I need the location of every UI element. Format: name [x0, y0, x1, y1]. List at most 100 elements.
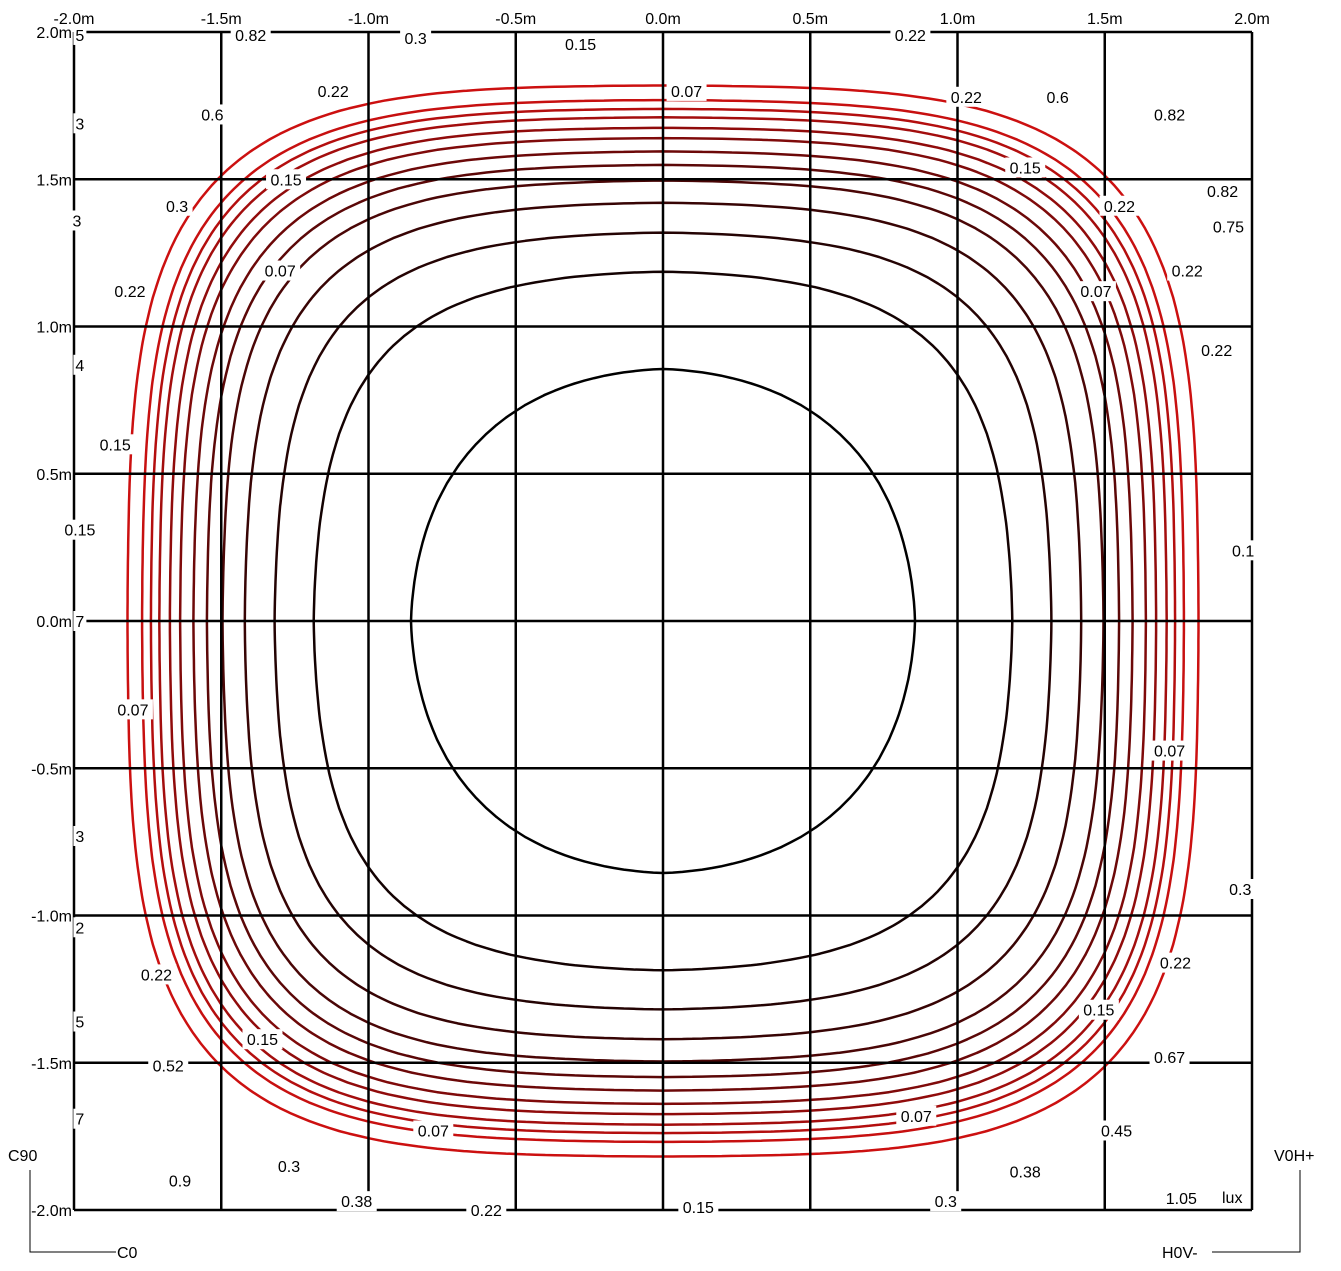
contour-label-text: 0.15 — [1010, 160, 1041, 177]
contour-value-label: 0.07 — [413, 1120, 454, 1141]
contour-value-label: 0.22 — [313, 80, 354, 101]
contour-value-label: 0.07 — [1075, 281, 1116, 302]
contour-label-background — [1149, 740, 1190, 761]
contour-label-text: 0.15 — [683, 1200, 714, 1217]
contour-label-text: 0.15 — [100, 437, 131, 454]
contour-value-label: 0.75 — [1208, 216, 1249, 237]
contour-label-background — [946, 86, 987, 107]
contour-label-background — [73, 825, 87, 846]
contour-label-background — [466, 1200, 507, 1220]
contour-value-label: 0.45 — [1096, 1120, 1137, 1141]
contour-label-text: 0.07 — [1154, 744, 1185, 761]
contour-label-background — [73, 611, 87, 631]
bottom-right-label: H0V- — [1162, 1245, 1198, 1262]
contour-label-text: 0.22 — [1201, 343, 1232, 360]
contour-label-text: 0.3 — [166, 199, 188, 216]
contour-label-text: 0.6 — [201, 107, 223, 124]
x-tick-label: -0.5m — [495, 11, 536, 28]
contour-label-text: 0.15 — [270, 172, 301, 189]
contour-label-text: 0.3 — [935, 1194, 957, 1211]
bottom-axis-label: C0 — [117, 1245, 138, 1262]
contour-label-text: 0.22 — [1160, 956, 1191, 973]
contour-label-text: 0.07 — [117, 702, 148, 719]
contour-value-label: 0.15 — [1005, 157, 1046, 178]
contour-label-background — [678, 1197, 719, 1218]
contour-value-label: 0.15 — [59, 519, 100, 540]
contour-label-background — [1005, 157, 1046, 178]
contour-value-label: 0.15 — [560, 33, 601, 54]
y-tick-label: -2.0m — [31, 1203, 72, 1220]
contour-label-background — [1227, 540, 1259, 561]
left-axis-indicator-line — [29, 1170, 116, 1253]
contour-label-text: 0.3 — [1229, 882, 1251, 899]
contour-label-text: 0.67 — [1154, 1050, 1185, 1067]
y-tick-label: 1.0m — [36, 320, 72, 337]
contour-value-label: 2 — [73, 917, 87, 938]
contour-label-text: 0.82 — [235, 28, 266, 45]
contour-label-background — [400, 27, 432, 48]
contour-label-background — [890, 24, 931, 45]
contour-value-label: 0.15 — [242, 1029, 283, 1050]
contour-label-text: 5 — [75, 28, 84, 45]
contour-value-label: 0.52 — [148, 1055, 189, 1076]
contour-label-background — [1202, 181, 1243, 202]
x-tick-label: 1.0m — [940, 11, 976, 28]
right-axis-label: V0H+ — [1274, 1148, 1314, 1165]
contour-label-text: 7 — [75, 614, 84, 631]
contour-value-label: 0.82 — [1149, 104, 1190, 125]
contour-label-text: 0.22 — [114, 284, 145, 301]
contour-label-background — [896, 1105, 937, 1126]
contour-label-text: 0.22 — [1104, 199, 1135, 216]
contour-value-label: 0.6 — [1042, 86, 1074, 107]
contour-line-0_07 — [409, 367, 917, 875]
contour-line-0_15 — [312, 270, 1014, 972]
contour-label-background — [73, 917, 87, 938]
contour-label-background — [73, 1011, 87, 1032]
contour-label-background — [336, 1191, 377, 1212]
contour-label-background — [164, 1170, 196, 1191]
contour-value-label: 0.82 — [1202, 181, 1243, 202]
contour-value-label: 0.82 — [230, 24, 271, 45]
contour-label-background — [1005, 1161, 1046, 1182]
corner-annotations: C90 C0 V0H+ H0V- lux — [8, 1148, 1314, 1262]
contour-value-label: 0.1 — [1227, 540, 1259, 561]
contour-value-label: 0.22 — [946, 86, 987, 107]
x-tick-label: -1.5m — [201, 11, 242, 28]
contour-label-text: 0.3 — [404, 31, 426, 48]
contour-label-background — [930, 1191, 962, 1212]
x-tick-label: 1.5m — [1087, 11, 1123, 28]
contour-label-background — [112, 699, 153, 720]
contour-label-background — [73, 24, 87, 45]
contour-label-background — [136, 964, 177, 985]
contour-label-background — [73, 1108, 87, 1129]
contour-value-label: 0.22 — [466, 1200, 507, 1220]
contour-label-background — [59, 519, 100, 540]
contour-labels: 0.070.150.82 0.3 0.220.60.22 0.22 0.60.820.1… — [59, 24, 1259, 1220]
contour-label-background — [148, 1055, 189, 1076]
contour-label-background — [73, 113, 87, 134]
contour-line-0_45 — [205, 163, 1121, 1079]
contour-label-text: 0.15 — [565, 37, 596, 54]
contour-lines — [126, 84, 1200, 1158]
contour-label-background — [1075, 281, 1116, 302]
contour-label-text: 0.22 — [1172, 264, 1203, 281]
contour-value-label: 0.3 — [400, 27, 432, 48]
contour-value-label: 7 — [73, 611, 87, 631]
contour-value-label: 0.22 — [1155, 952, 1196, 973]
contour-label-text: 0.38 — [1010, 1165, 1041, 1182]
x-tick-label: 0.0m — [645, 11, 681, 28]
contour-label-background — [413, 1120, 454, 1141]
contour-label-text: 2 — [75, 920, 84, 937]
contour-label-background — [1161, 1188, 1202, 1209]
contour-label-text: 0.3 — [278, 1159, 300, 1176]
x-tick-label: -1.0m — [348, 11, 389, 28]
contour-value-label: 7 — [73, 1108, 87, 1129]
contour-value-label: 0.22 — [1196, 340, 1237, 361]
contour-line-0_9 — [140, 98, 1186, 1144]
contour-label-background — [666, 80, 707, 101]
contour-label-text: 3 — [75, 829, 84, 846]
contour-value-label: 3 — [73, 825, 87, 846]
y-tick-label: -1.5m — [31, 1056, 72, 1073]
contour-line-0_22 — [273, 231, 1053, 1011]
contour-label-background — [230, 24, 271, 45]
